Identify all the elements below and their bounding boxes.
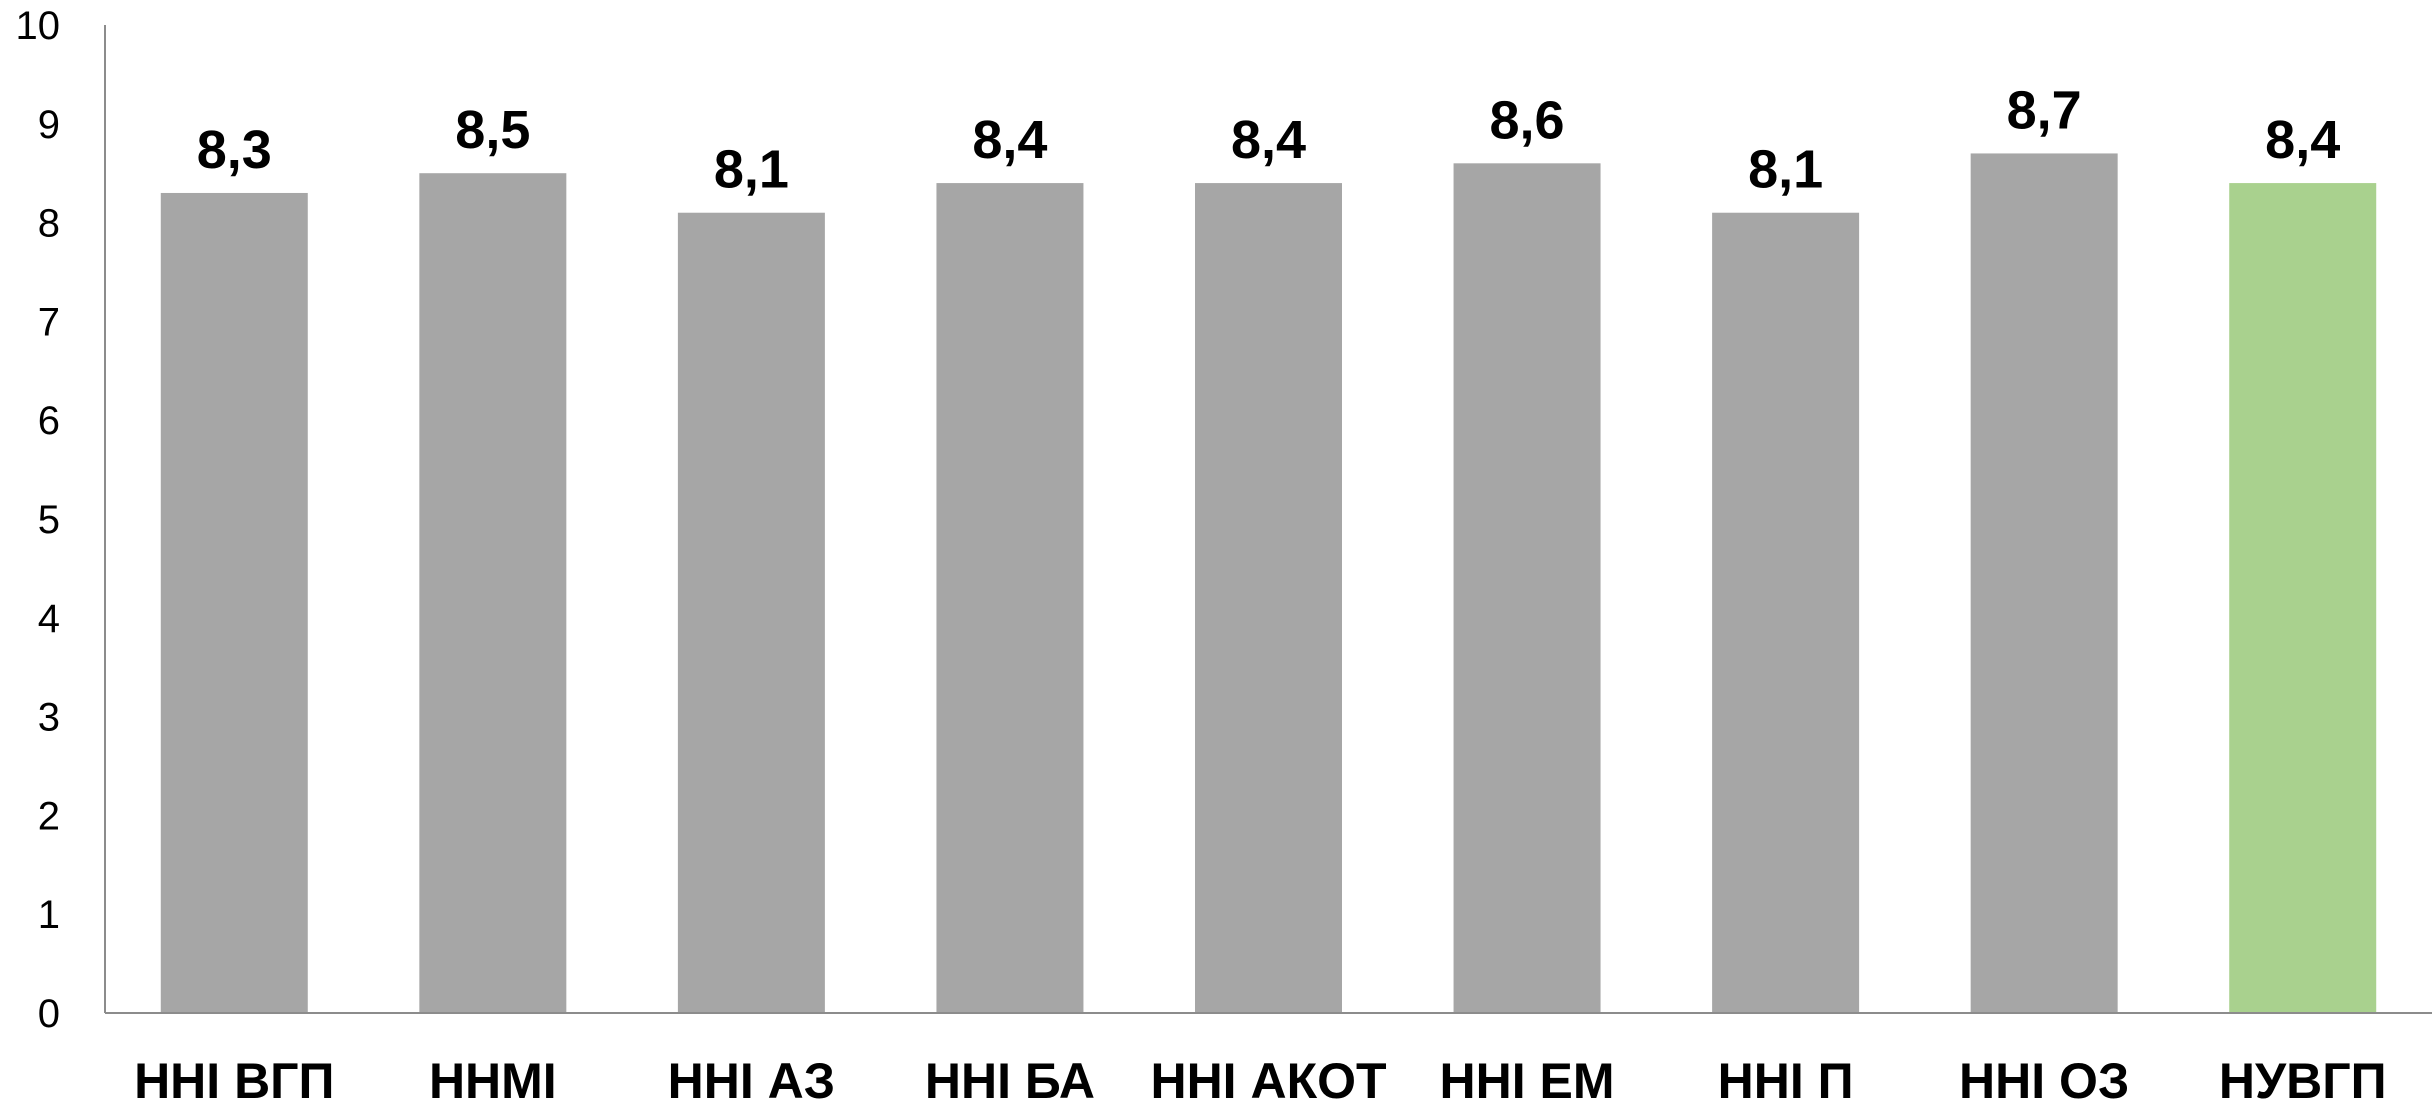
data-label: 8,1 bbox=[1748, 140, 1823, 200]
bar bbox=[1453, 163, 1601, 1013]
category-label: ННІ ОЗ bbox=[1959, 1053, 2129, 1108]
category-label: ННІ ЕМ bbox=[1440, 1053, 1615, 1108]
data-label: 8,3 bbox=[197, 120, 272, 180]
y-tick-label: 2 bbox=[38, 794, 60, 838]
data-label: 8,5 bbox=[455, 100, 530, 160]
data-labels: 8,3 8,5 8,1 8,4 8,4 8,6 8,1 8,7 8,4 bbox=[197, 80, 2341, 199]
bar bbox=[2229, 183, 2377, 1013]
data-label: 8,4 bbox=[972, 110, 1047, 170]
bar bbox=[419, 173, 567, 1013]
y-tick-label: 5 bbox=[38, 498, 60, 542]
category-label: ННІ ВГП bbox=[134, 1053, 334, 1108]
category-label: ННМІ bbox=[429, 1053, 557, 1108]
y-axis-ticks: 0 1 2 3 4 5 6 7 8 9 10 bbox=[16, 4, 61, 1036]
category-label: ННІ П bbox=[1718, 1053, 1854, 1108]
data-label: 8,4 bbox=[1231, 110, 1306, 170]
y-tick-label: 1 bbox=[38, 893, 60, 937]
bar bbox=[1195, 183, 1342, 1013]
data-label: 8,6 bbox=[1490, 90, 1565, 150]
y-tick-label: 0 bbox=[38, 992, 60, 1036]
category-labels: ННІ ВГП ННМІ ННІ АЗ ННІ БА ННІ АКОТ ННІ ЕМ ННІ… bbox=[134, 1053, 2386, 1108]
bar bbox=[160, 192, 308, 1013]
y-tick-label: 10 bbox=[16, 4, 61, 48]
category-label: ННІ АЗ bbox=[668, 1053, 835, 1108]
data-label: 8,4 bbox=[2265, 110, 2340, 170]
bar bbox=[677, 212, 825, 1014]
data-label: 8,1 bbox=[714, 140, 789, 200]
category-label: ННІ АКОТ bbox=[1150, 1053, 1386, 1108]
bar bbox=[936, 183, 1084, 1013]
category-label: ННІ БА bbox=[925, 1053, 1095, 1108]
y-tick-label: 9 bbox=[38, 103, 60, 147]
bar bbox=[1970, 153, 2118, 1013]
y-tick-label: 8 bbox=[38, 202, 60, 246]
bar bbox=[1712, 212, 1860, 1014]
y-tick-label: 4 bbox=[38, 597, 60, 641]
bars bbox=[160, 153, 2377, 1014]
y-tick-label: 6 bbox=[38, 399, 60, 443]
y-tick-label: 3 bbox=[38, 696, 60, 740]
y-tick-label: 7 bbox=[38, 300, 60, 344]
data-label: 8,7 bbox=[2007, 80, 2082, 140]
category-label: НУВГП bbox=[2219, 1053, 2387, 1108]
